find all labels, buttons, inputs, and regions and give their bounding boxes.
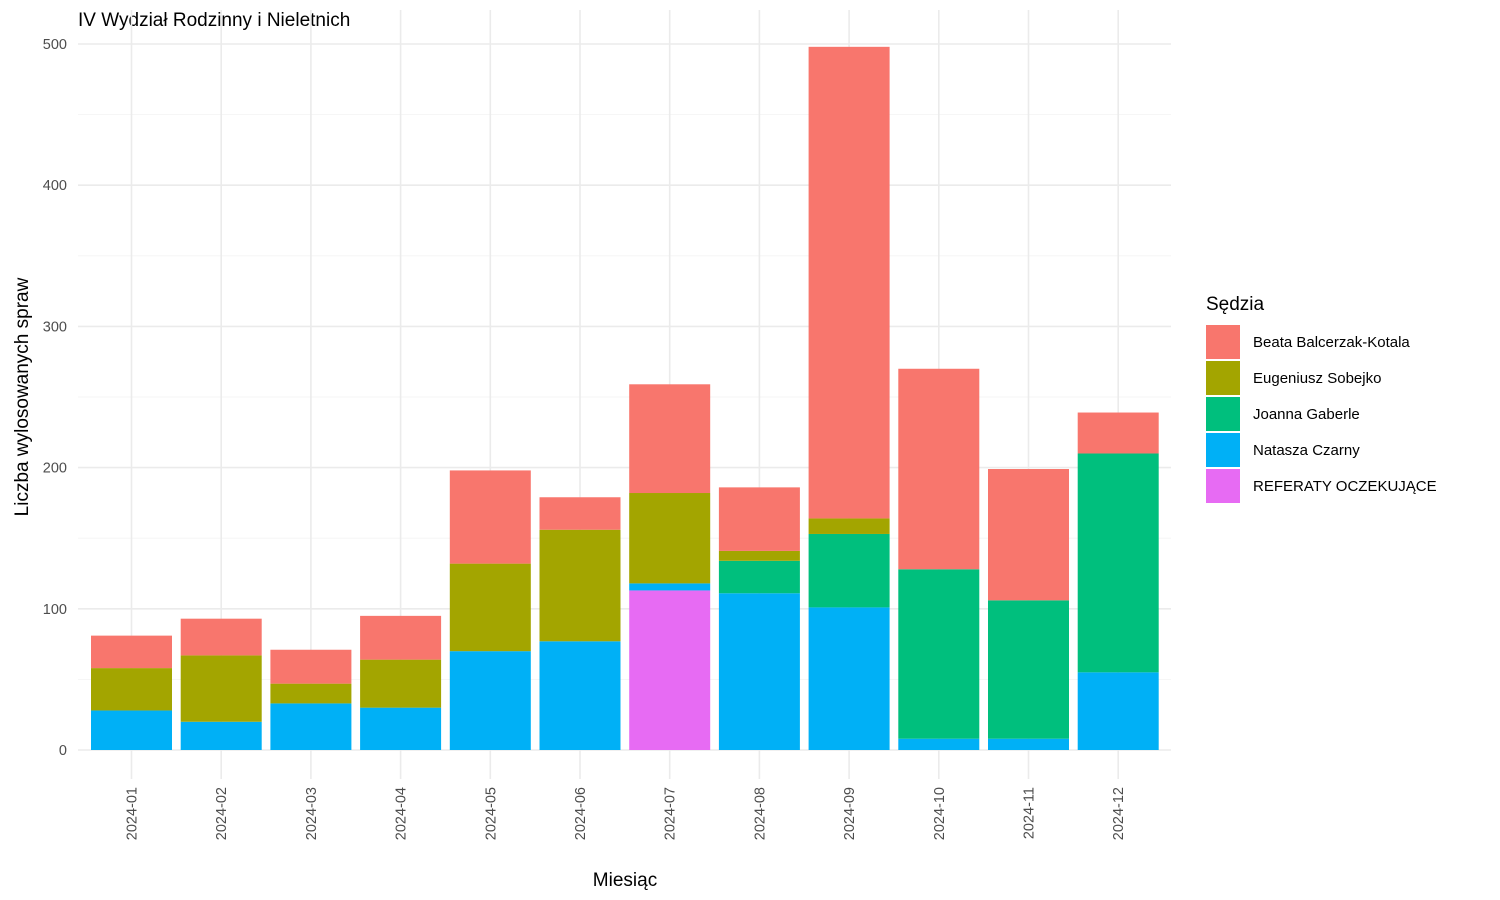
y-tick-label: 300 [43,319,67,335]
legend-title: Sędzia [1206,294,1265,315]
x-tick-label: 2024-02 [214,787,230,840]
legend-swatch [1206,433,1240,467]
x-axis-title: Miesiąc [593,870,657,891]
bar-segment [629,493,711,584]
bar-segment [91,635,172,669]
y-axis-ticks: 0 100 200 300 400 500 [43,37,67,759]
bar-segment [539,497,621,530]
bar-segment [1077,453,1159,673]
bar-segment [718,560,800,594]
legend: Sędzia Beata Balcerzak-Kotala Eugeniusz S… [1206,294,1437,503]
bar-segment [718,593,800,750]
y-axis-title: Liczba wylosowanych spraw [12,277,33,516]
legend-label: Eugeniusz Sobejko [1253,370,1381,387]
legend-swatch [1206,397,1240,431]
y-tick-label: 200 [43,461,67,477]
bar-segment [718,550,800,561]
bar-segment [180,721,262,750]
x-tick-label: 2024-07 [663,787,679,840]
legend-label: Natasza Czarny [1253,442,1360,459]
x-tick-label: 2024-05 [483,787,499,840]
bar-segment [629,384,711,494]
bar-segment [91,710,172,750]
legend-label: Beata Balcerzak-Kotala [1253,334,1410,351]
chart-title: IV Wydział Rodzinny i Nieletnich [78,10,350,31]
bar-segment [718,487,800,551]
bar-segment [808,518,890,534]
y-tick-label: 100 [43,602,67,618]
x-tick-label: 2024-06 [573,787,589,840]
bar-segment [449,563,531,652]
bar-segment [808,607,890,750]
bar-segment [539,529,621,642]
bar-segment [629,583,711,591]
bar-segment [270,649,352,684]
bar-segment [988,600,1069,739]
y-tick-label: 400 [43,178,67,194]
bar-segment [539,641,621,750]
bar-segment [808,46,890,519]
legend-label: REFERATY OCZEKUJĄCE [1253,478,1437,495]
legend-swatch [1206,469,1240,503]
x-tick-label: 2024-04 [394,787,410,840]
x-tick-label: 2024-03 [304,787,320,840]
bar-segment [1077,412,1159,454]
bar-segment [449,651,531,750]
bar-segment [360,659,442,708]
x-tick-label: 2024-08 [752,787,768,840]
bar-segment [898,569,980,739]
x-tick-label: 2024-10 [932,787,948,840]
legend-swatch [1206,361,1240,395]
bars [91,46,1159,750]
bar-segment [360,707,442,750]
x-tick-label: 2024-12 [1111,787,1127,840]
bar-segment [180,618,262,656]
bar-segment [180,655,262,722]
bar-segment [360,615,442,660]
bar-segment [270,703,352,750]
x-tick-label: 2024-09 [842,787,858,840]
y-tick-label: 0 [59,743,67,759]
bar-segment [988,469,1069,601]
bar-segment [808,533,890,608]
bar-segment [988,738,1069,750]
x-tick-label: 2024-11 [1022,787,1038,839]
bar-segment [898,738,980,750]
bar-segment [1077,672,1159,750]
bar-segment [629,590,711,750]
bar-segment [898,368,980,570]
bar-segment [449,470,531,564]
legend-swatch [1206,325,1240,359]
x-tick-label: 2024-01 [125,787,141,840]
bar-segment [270,683,352,704]
bar-segment [91,668,172,711]
y-tick-label: 500 [43,37,67,53]
legend-label: Joanna Gaberle [1253,406,1360,423]
x-axis-ticks: 2024-01 2024-02 2024-03 2024-04 2024-05 2024-… [125,787,1128,840]
